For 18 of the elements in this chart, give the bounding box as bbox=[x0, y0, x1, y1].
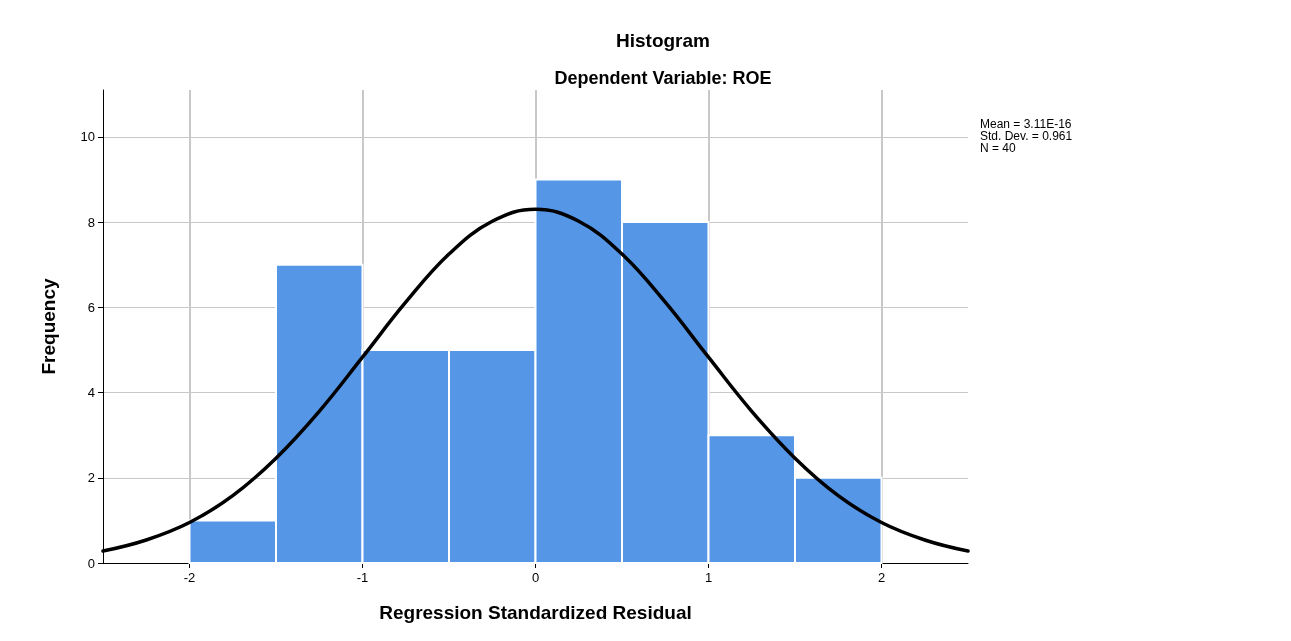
y-tick-label: 6 bbox=[87, 299, 95, 315]
text: N = 40 bbox=[980, 141, 1017, 155]
x-axis-title: Regression Standardized Residual bbox=[379, 602, 692, 623]
x-tick-label: 0 bbox=[531, 570, 540, 585]
y-tick-label: 8 bbox=[87, 214, 95, 230]
text: Std. Dev. = 0.961 bbox=[980, 129, 1073, 143]
x-tick-label: 1 bbox=[704, 570, 713, 585]
chart-subtitle: Dependent Variable: ROE bbox=[554, 68, 772, 88]
x-tick-label: -1 bbox=[356, 570, 369, 585]
x-tick-label: 2 bbox=[877, 570, 886, 585]
y-tick-label: 10 bbox=[80, 129, 95, 145]
y-axis-title: Frequency bbox=[38, 278, 59, 375]
text: Mean = 3.11E-16 bbox=[980, 117, 1072, 131]
y-tick-label: 0 bbox=[87, 555, 95, 571]
x-tick-label: -2 bbox=[183, 570, 196, 585]
y-tick-label: 2 bbox=[87, 470, 95, 486]
chart-title: Histogram bbox=[616, 30, 710, 51]
y-tick-label: 4 bbox=[87, 385, 95, 401]
